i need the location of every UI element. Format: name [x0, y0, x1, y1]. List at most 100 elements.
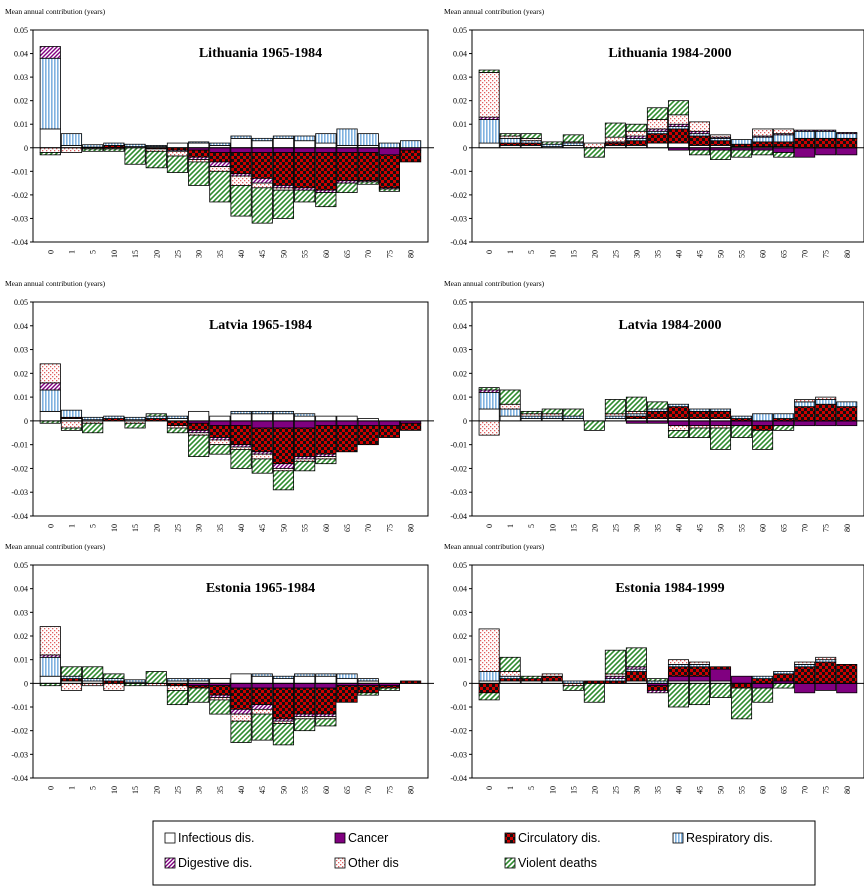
bar-segment-other-age-0	[478, 72, 500, 118]
y-tick-label: 0.02	[453, 369, 467, 378]
bar-segment-circulatory-age-55	[731, 682, 753, 689]
bar-segment-circulatory-age-80	[836, 664, 858, 684]
x-tick-label: 25	[611, 524, 620, 532]
bar-segment-cancer-age-70	[794, 420, 816, 427]
y-tick-label: 0.03	[14, 608, 28, 617]
bar-segment-cancer-age-35	[209, 420, 231, 427]
bar-segment-cancer-age-40	[667, 675, 689, 682]
y-tick-label: 0	[24, 144, 28, 153]
chart-panel-1: Mean annual contribution (years) 0.05 0.04…	[5, 7, 434, 258]
plot-frame	[32, 301, 429, 517]
bar-segment-circulatory-age-50	[272, 427, 295, 465]
bar-segment-circulatory-age-40	[667, 666, 689, 677]
y-tick-label: 0	[463, 144, 467, 153]
bar-segment-cancer-age-55	[294, 682, 316, 689]
bar-segment-circulatory-age-45	[689, 410, 711, 419]
bar-segment-violent-age-40	[667, 100, 689, 116]
x-tick-label: 20	[590, 524, 599, 532]
x-tick-label: 25	[173, 786, 182, 794]
bar-segment-violent-age-0	[478, 69, 500, 73]
bar-segment-respiratory-age-65	[773, 671, 795, 675]
bar-segment-violent-age-75	[378, 687, 400, 691]
bar-segment-cancer-age-75	[378, 147, 400, 156]
y-tick-label: -0.02	[11, 727, 28, 736]
bar-segment-circulatory-age-75	[378, 425, 400, 438]
y-tick-label: 0.05	[14, 561, 28, 570]
bar-segment-respiratory-age-60	[752, 675, 774, 680]
bar-segment-respiratory-age-55	[294, 135, 316, 142]
bar-segment-respiratory-age-70	[357, 133, 379, 146]
x-tick-label: 55	[301, 524, 310, 532]
bar-segment-infectious-age-60	[315, 415, 337, 422]
bar-segment-violent-age-60	[315, 458, 337, 465]
bar-segment-respiratory-age-50	[272, 675, 295, 680]
bar-segment-other-age-1	[499, 403, 521, 410]
x-tick-label: 65	[780, 250, 789, 258]
bar-segment-respiratory-age-65	[773, 134, 795, 143]
bar-segment-respiratory-age-50	[272, 410, 295, 415]
bar-segment-cancer-age-55	[731, 420, 753, 427]
bar-segment-cancer-age-75	[815, 147, 837, 156]
x-tick-label: 15	[131, 524, 140, 532]
chart-panel-3: Mean annual contribution (years) 0.05 0.04…	[5, 279, 434, 532]
x-tick-label: 10	[110, 786, 119, 794]
chart-panels: Mean annual contribution (years) 0.05 0.04…	[5, 7, 864, 794]
x-tick-label: 75	[822, 786, 831, 794]
bar-segment-other-age-45	[251, 182, 273, 189]
bar-segment-other-age-70	[794, 661, 816, 665]
bar-segment-violent-age-15	[124, 147, 146, 165]
bar-segment-circulatory-age-35	[209, 685, 231, 696]
legend-item-digestive: Digestive dis.	[164, 856, 252, 870]
x-tick-label: 0	[485, 524, 494, 528]
x-tick-label: 80	[843, 786, 852, 794]
bar-segment-infectious-age-45	[251, 675, 273, 684]
bar-segment-violent-age-20	[583, 147, 605, 158]
panel-title: Latvia 1984-2000	[618, 318, 721, 333]
legend-label: Digestive dis.	[178, 856, 252, 870]
bar-segment-other-age-35	[646, 119, 668, 130]
bar-segment-circulatory-age-70	[794, 666, 816, 684]
bar-segment-circulatory-age-80	[400, 422, 422, 431]
panel-title: Lithuania 1965-1984	[199, 46, 322, 61]
bar-segment-respiratory-age-35	[209, 142, 231, 146]
y-tick-label: -0.03	[450, 214, 467, 223]
x-tick-label: 80	[407, 250, 416, 258]
x-tick-label: 1	[506, 524, 515, 528]
bar-segment-violent-age-30	[188, 434, 210, 457]
bar-segment-respiratory-age-80	[836, 133, 858, 139]
bar-segment-respiratory-age-65	[336, 673, 358, 679]
bar-segment-violent-age-40	[230, 449, 252, 469]
bar-segment-cancer-age-80	[836, 147, 858, 156]
x-tick-label: 0	[46, 524, 55, 528]
bar-segment-other-age-35	[209, 439, 231, 446]
y-tick-label: -0.03	[11, 750, 28, 759]
bar-segment-circulatory-age-35	[646, 410, 668, 419]
bar-segment-cancer-age-55	[731, 675, 753, 684]
x-tick-label: 80	[843, 524, 852, 532]
x-tick-label: 35	[653, 250, 662, 258]
bar-segment-violent-age-10	[103, 148, 125, 152]
bar-segment-infectious-age-60	[315, 675, 337, 684]
x-tick-label: 30	[195, 786, 204, 794]
bar-segment-violent-age-25	[604, 399, 626, 415]
bar-segment-circulatory-age-40	[230, 687, 252, 710]
x-tick-label: 50	[717, 250, 726, 258]
bar-segment-other-age-40	[667, 114, 689, 125]
legend-swatch-infectious	[164, 832, 176, 844]
bar-segment-violent-age-1	[60, 427, 83, 431]
bar-segment-cancer-age-80	[836, 420, 858, 427]
bar-segment-infectious-age-1	[499, 415, 521, 422]
bar-segment-infectious-age-65	[336, 415, 358, 422]
bar-segment-circulatory-age-60	[315, 152, 337, 191]
bar-segment-infectious-age-45	[251, 140, 273, 149]
bar-segment-circulatory-age-50	[710, 140, 732, 146]
bar-segment-respiratory-age-0	[39, 57, 61, 130]
bar-segment-violent-age-30	[188, 161, 210, 186]
bar-segment-other-age-25	[166, 150, 189, 157]
y-tick-label: 0.01	[14, 656, 28, 665]
bar-segment-violent-age-50	[710, 682, 732, 698]
y-tick-label: -0.04	[450, 238, 467, 247]
bar-segment-cancer-age-45	[251, 147, 273, 153]
bar-segment-cancer-age-50	[272, 682, 295, 689]
bar-segment-violent-age-20	[583, 420, 605, 431]
